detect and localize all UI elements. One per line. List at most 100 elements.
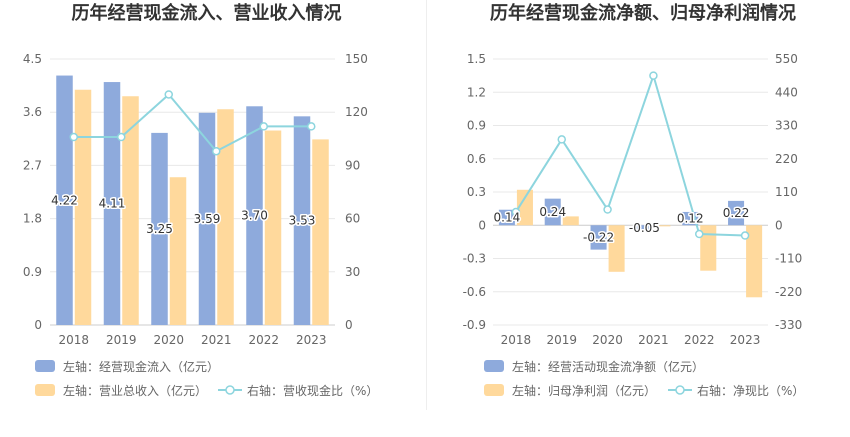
right-chart-bar-series2-2020 bbox=[608, 225, 625, 272]
right-chart-x-tick-label: 2022 bbox=[684, 333, 715, 347]
right-chart-left-tick-label: 0.6 bbox=[467, 152, 486, 166]
right-chart-right-tick-label: 550 bbox=[775, 52, 798, 66]
right-chart-title: 历年经营现金流净额、归母净利润情况 bbox=[490, 3, 796, 24]
left-chart-line-point-2022 bbox=[259, 122, 268, 131]
left-chart-bar-series1-2019 bbox=[103, 82, 121, 325]
line-legend-icon bbox=[218, 385, 242, 395]
legend-label: 右轴：营收现金比（%） bbox=[247, 383, 379, 398]
left-chart-line-point-2019 bbox=[117, 132, 126, 142]
left-legend-item-revenue[interactable]: 左轴：营业总收入（亿元） bbox=[35, 383, 208, 398]
right-chart-right-tick-label: -220 bbox=[775, 285, 802, 299]
left-chart-bar-series1-2020 bbox=[151, 132, 168, 325]
legend-swatch-blue bbox=[484, 360, 504, 372]
left-legend-item-cash-ratio[interactable]: 右轴：营收现金比（%） bbox=[218, 383, 379, 398]
left-chart-x-tick-label: 2022 bbox=[248, 333, 279, 347]
right-chart-right-tick-label: -330 bbox=[775, 318, 802, 332]
right-chart-bar-series1-2018 bbox=[498, 209, 515, 226]
left-chart-bar-value-label: 4.11 bbox=[99, 197, 126, 211]
right-chart-right-tick-label: 110 bbox=[775, 185, 798, 199]
right-chart-x-tick-label: 2018 bbox=[501, 333, 532, 347]
left-chart-line-point-2020 bbox=[164, 90, 173, 99]
left-chart-title: 历年经营现金流入、营业收入情况 bbox=[71, 3, 342, 24]
left-chart-bar-series1-2021 bbox=[198, 112, 216, 326]
right-chart-line-point-2018 bbox=[511, 207, 521, 217]
right-chart-right-tick-label: 330 bbox=[775, 119, 798, 133]
left-chart-line-point-2023 bbox=[307, 122, 316, 131]
left-chart-left-tick-label: 4.5 bbox=[23, 52, 42, 66]
left-chart-bar-value-label: 3.25 bbox=[146, 222, 173, 236]
left-chart-right-tick-label: 90 bbox=[345, 158, 360, 172]
left-chart-bar-series2-2021 bbox=[217, 109, 234, 325]
right-chart-left-tick-label: -0.3 bbox=[463, 252, 486, 266]
left-chart-bar-value-label: 3.59 bbox=[194, 212, 221, 226]
left-chart-plot: 0 0.9 1.8 2.7 3.6 4.5 0 30 60 90 120 150 2018 2019 202… bbox=[23, 52, 368, 347]
right-chart-line-point-2023 bbox=[740, 231, 750, 240]
right-chart-left-tick-label: 1.2 bbox=[467, 85, 486, 99]
right-legend-item-net-cash-ratio[interactable]: 右轴：净现比（%） bbox=[668, 383, 805, 398]
left-chart-left-tick-label: 0.9 bbox=[23, 265, 42, 279]
right-chart-bar-series2-2022 bbox=[700, 225, 717, 271]
left-chart-left-tick-label: 3.6 bbox=[23, 105, 42, 119]
right-chart-left-tick-label: 0 bbox=[478, 218, 486, 232]
legend-swatch-blue bbox=[35, 360, 55, 372]
right-chart-right-tick-label: -110 bbox=[775, 252, 802, 266]
right-chart-line-series3 bbox=[515, 74, 746, 237]
right-chart-x-tick-label: 2020 bbox=[592, 333, 623, 347]
panel-divider bbox=[426, 0, 427, 410]
right-chart-right-tick-label: 0 bbox=[775, 218, 783, 232]
right-chart-bar-series1-2020 bbox=[590, 225, 607, 250]
right-legend-item-net-profit[interactable]: 左轴：归母净利润（亿元） bbox=[484, 383, 657, 398]
left-chart-bar-series2-2018 bbox=[74, 89, 92, 325]
left-chart-x-tick-label: 2019 bbox=[106, 333, 137, 347]
right-chart-bar-value-label: 0.14 bbox=[494, 210, 521, 224]
left-chart-bar-series2-2022 bbox=[264, 130, 282, 325]
right-chart-left-tick-label: -0.6 bbox=[463, 285, 486, 299]
left-chart-bar-series1-2018 bbox=[56, 75, 73, 325]
right-chart-x-tick-label: 2021 bbox=[638, 333, 669, 347]
right-legend-item-operating-cash-flow[interactable]: 左轴：经营活动现金流净额（亿元） bbox=[484, 359, 705, 374]
legend-label: 右轴：净现比（%） bbox=[697, 383, 805, 398]
left-chart-right-tick-label: 60 bbox=[345, 212, 360, 226]
right-chart-bar-series1-2019 bbox=[544, 198, 561, 226]
left-chart-left-tick-label: 0 bbox=[34, 318, 42, 332]
left-chart-bar-series2-2020 bbox=[169, 177, 187, 325]
right-chart-bar-series1-2023 bbox=[728, 200, 745, 226]
legend-swatch-orange bbox=[484, 384, 504, 396]
right-chart-left-tick-label: 0.3 bbox=[467, 185, 486, 199]
right-chart-bar-series2-2023 bbox=[746, 225, 763, 298]
left-chart-x-tick-label: 2018 bbox=[58, 333, 89, 347]
left-chart-bar-value-label: 4.22 bbox=[51, 193, 78, 207]
right-chart-line-point-2022 bbox=[695, 229, 704, 239]
right-chart-bar-value-label: 0.24 bbox=[539, 205, 566, 219]
right-chart-x-tick-label: 2023 bbox=[730, 333, 761, 347]
right-chart-bar-value-label: 0.12 bbox=[677, 212, 704, 226]
right-chart-line-point-2020 bbox=[603, 205, 612, 214]
left-chart-right-tick-label: 30 bbox=[345, 265, 360, 279]
left-chart-left-tick-label: 2.7 bbox=[23, 158, 42, 172]
right-chart-x-tick-label: 2019 bbox=[546, 333, 577, 347]
legend-label: 左轴：经营活动现金流净额（亿元） bbox=[512, 359, 705, 374]
left-chart-bar-series2-2023 bbox=[312, 139, 329, 325]
right-chart-bar-value-label: -0.22 bbox=[583, 230, 614, 244]
right-chart-right-tick-label: 220 bbox=[775, 152, 798, 166]
right-chart-line-point-2019 bbox=[557, 135, 566, 144]
right-chart-bar-value-label: -0.05 bbox=[629, 221, 660, 235]
left-chart-left-tick-label: 1.8 bbox=[23, 212, 42, 226]
legend-label: 左轴：归母净利润（亿元） bbox=[512, 383, 657, 398]
right-chart-right-tick-label: 440 bbox=[775, 85, 798, 99]
left-legend-item-cash-inflow[interactable]: 左轴：经营现金流入（亿元） bbox=[35, 359, 220, 374]
left-chart-bar-series2-2019 bbox=[122, 96, 139, 326]
left-chart-right-tick-label: 0 bbox=[345, 318, 353, 332]
legend-label: 左轴：营业总收入（亿元） bbox=[63, 383, 208, 398]
left-chart-right-tick-label: 150 bbox=[345, 52, 368, 66]
right-chart-bar-series2-2019 bbox=[562, 216, 579, 226]
left-chart-bar-series1-2023 bbox=[293, 116, 311, 326]
left-chart-x-tick-label: 2023 bbox=[296, 333, 327, 347]
right-chart-line-point-2021 bbox=[649, 71, 658, 80]
left-chart-line-point-2021 bbox=[212, 146, 221, 156]
right-chart-bar-value-label: 0.22 bbox=[723, 206, 750, 220]
left-chart-x-tick-label: 2021 bbox=[201, 333, 232, 347]
left-chart-line-series3 bbox=[73, 93, 312, 153]
legend-label: 左轴：经营现金流入（亿元） bbox=[63, 359, 220, 374]
